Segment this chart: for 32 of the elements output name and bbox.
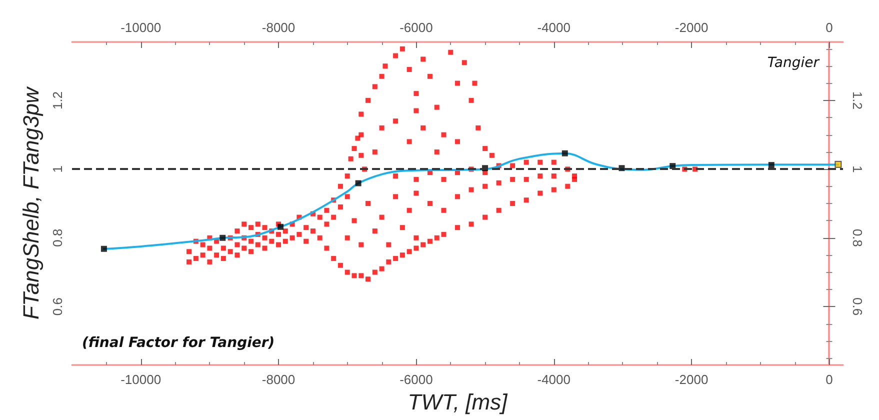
point	[100, 246, 107, 252]
y-tick-label: 1.2	[50, 91, 65, 110]
x-tick-label: -6000	[400, 372, 433, 387]
point	[670, 163, 676, 170]
y-tick-label: 0.6	[50, 298, 65, 316]
point	[355, 180, 362, 186]
y2-tick-label: 0.6	[850, 298, 865, 316]
point	[278, 224, 284, 230]
point	[834, 160, 842, 168]
y-tick-label: 0.8	[50, 228, 65, 247]
y-axis-title: FTangShelb, FTang3pw	[18, 85, 44, 320]
x-tick-label: 0	[826, 372, 833, 387]
point	[220, 234, 226, 241]
x2-tick-label: -4000	[537, 20, 570, 35]
point	[562, 150, 568, 156]
x2-tick-label: 0	[826, 20, 833, 35]
x-tick-label: -4000	[537, 372, 570, 387]
x2-tick-label: -2000	[674, 20, 708, 35]
x-tick-label: -8000	[262, 372, 296, 387]
x-tick-label: -10000	[120, 372, 162, 387]
annotation: Tangier	[767, 55, 820, 71]
y2-tick-label: 1	[850, 166, 865, 173]
x2-tick-label: -8000	[262, 20, 296, 35]
x-axis-title: TWT, [ms]	[408, 390, 508, 414]
y2-tick-label: 1.2	[850, 91, 865, 110]
x2-tick-label: -6000	[400, 20, 433, 35]
x-tick-label: -2000	[674, 372, 708, 387]
point	[768, 162, 774, 168]
y-tick-label: 1	[50, 166, 65, 173]
y2-tick-label: 0.8	[850, 228, 865, 247]
annotation: (final Factor for Tangier)	[82, 335, 275, 351]
x2-tick-label: -10000	[120, 20, 162, 35]
